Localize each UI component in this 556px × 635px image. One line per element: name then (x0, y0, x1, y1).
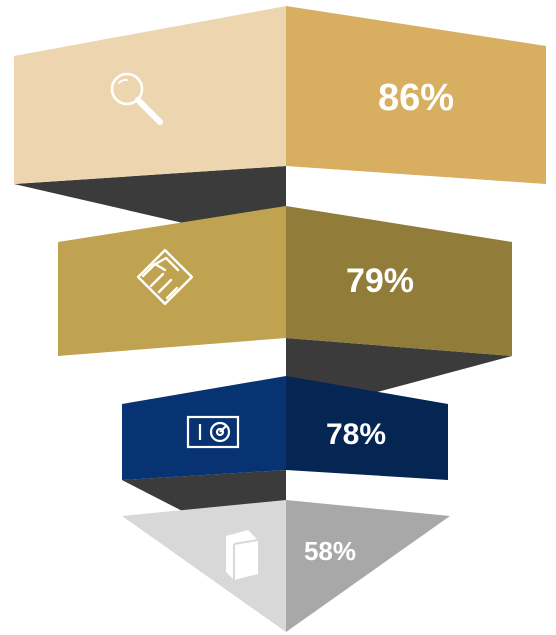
book-icon (226, 530, 259, 580)
funnel-stage-1: 86% (14, 6, 546, 226)
stage-1-value: 86% (378, 77, 454, 119)
stage-2-value: 79% (346, 262, 414, 300)
stage-1-left-face (14, 6, 286, 184)
stage-4-value: 58% (304, 536, 356, 566)
stage-4-right-face (286, 500, 450, 632)
stage-2-shadow (286, 338, 512, 394)
safe-icon (186, 415, 240, 449)
funnel-stage-2: 79% (58, 206, 512, 394)
stage-1-shadow (14, 166, 286, 226)
funnel-stage-4: 58% (122, 500, 450, 632)
stage-3-right-face (286, 376, 448, 480)
stage-1-right-face (286, 6, 546, 184)
stage-4-left-face (122, 500, 286, 632)
funnel-stage-3: 78% (122, 376, 448, 516)
handshake-icon (136, 248, 194, 306)
stage-2-right-face (286, 206, 512, 356)
stage-3-left-face (122, 376, 286, 480)
stage-3-value: 78% (326, 418, 386, 451)
stage-2-left-face (58, 206, 286, 356)
magnifier-icon (110, 72, 163, 125)
